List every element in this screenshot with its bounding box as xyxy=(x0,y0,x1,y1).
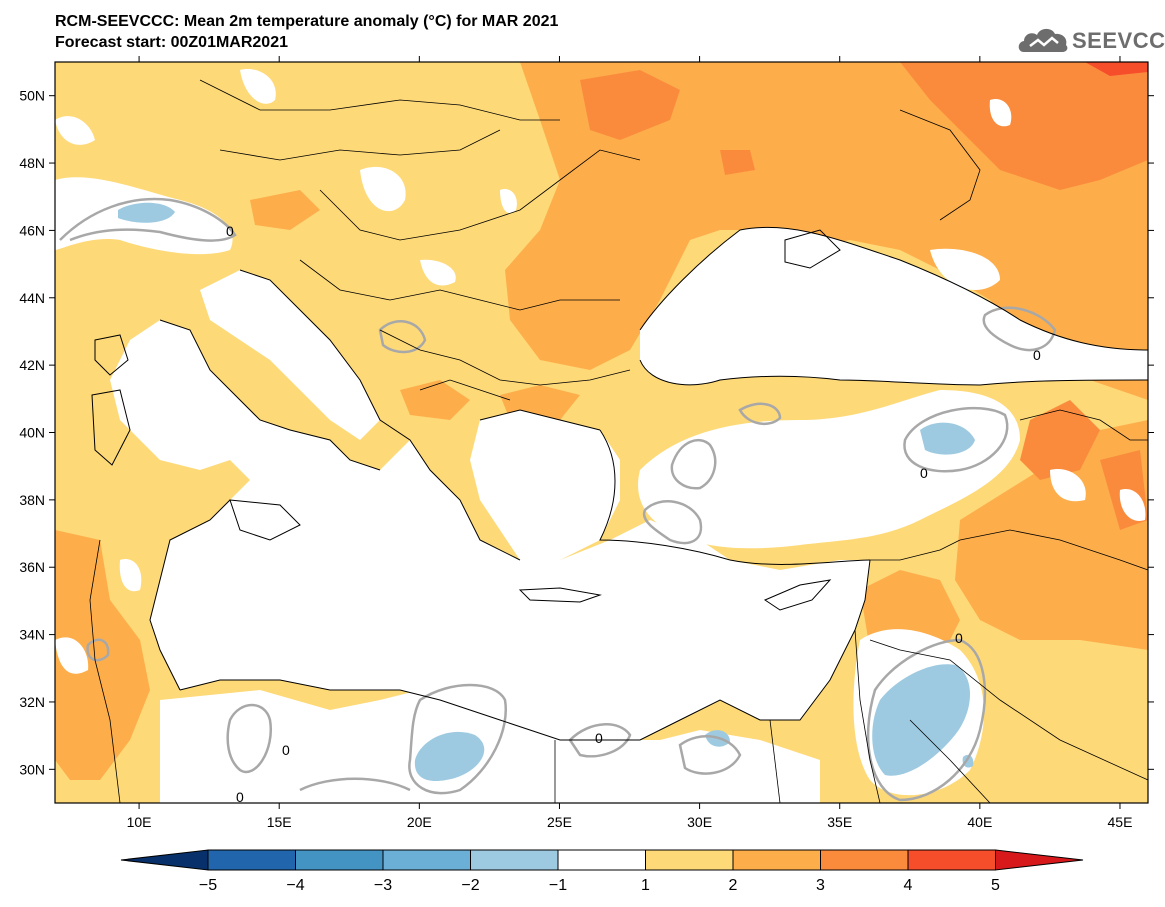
colorbar-label: 3 xyxy=(816,877,825,894)
colorbar-label: 5 xyxy=(991,877,1000,894)
colorbar-segment xyxy=(382,849,471,871)
latitude-axis: 30N 32N 34N 36N 38N 40N 42N 44N 46N 48N 50N xyxy=(19,88,1154,777)
cloud-icon xyxy=(1018,28,1068,52)
sea-and-near-zero-anomaly xyxy=(55,69,1148,803)
lon-tick-label: 35E xyxy=(827,814,852,830)
colorbar-arrow-low xyxy=(120,849,209,871)
colorbar-label: 4 xyxy=(904,877,913,894)
logo-text: SEEVCCC xyxy=(1072,28,1165,53)
forecast-start-label: Forecast start: 00Z01MAR2021 xyxy=(55,34,288,51)
contour-label: 0 xyxy=(955,630,963,646)
lat-tick-label: 48N xyxy=(19,155,45,171)
longitude-axis: 10E 15E 20E 25E 30E 35E 40E 45E xyxy=(127,56,1133,830)
lat-tick-label: 46N xyxy=(19,222,45,238)
lon-tick-label: 45E xyxy=(1108,814,1133,830)
map-plot-area: 0 0 0 0 0 0 0 xyxy=(55,62,1148,805)
lat-tick-label: 50N xyxy=(19,88,45,104)
zero-anomaly-contours xyxy=(59,197,1057,802)
colorbar-segment xyxy=(295,849,384,871)
lat-tick-label: 32N xyxy=(19,694,45,710)
lat-tick-label: 38N xyxy=(19,492,45,508)
lat-tick-label: 44N xyxy=(19,290,45,306)
contour-label: 0 xyxy=(236,789,244,805)
contour-label: 0 xyxy=(920,465,928,481)
contour-label: 0 xyxy=(282,742,290,758)
lon-tick-label: 20E xyxy=(407,814,432,830)
coastlines xyxy=(91,226,1148,741)
contour-label: 0 xyxy=(595,730,603,746)
colorbar-arrow-high xyxy=(995,849,1084,871)
colorbar-segment xyxy=(207,849,296,871)
colorbar: −5 −4 −3 −2 −1 1 2 3 4 5 xyxy=(120,849,1084,894)
colorbar-segment xyxy=(557,849,646,871)
contour-label: 0 xyxy=(1033,347,1041,363)
colorbar-segment xyxy=(820,849,909,871)
anomaly-band-4-5 xyxy=(1085,62,1148,76)
lat-tick-label: 34N xyxy=(19,627,45,643)
colorbar-label: −3 xyxy=(374,877,392,894)
colorbar-segment xyxy=(907,849,996,871)
country-borders xyxy=(89,79,1148,803)
lat-tick-label: 30N xyxy=(19,761,45,777)
lat-tick-label: 36N xyxy=(19,559,45,575)
lon-tick-label: 15E xyxy=(267,814,292,830)
colorbar-segment xyxy=(645,849,734,871)
colorbar-label: −1 xyxy=(549,877,567,894)
map-title: RCM-SEEVCCC: Mean 2m temperature anomaly… xyxy=(55,13,559,30)
lon-tick-label: 25E xyxy=(547,814,572,830)
colorbar-segment xyxy=(732,849,821,871)
colorbar-label: 1 xyxy=(641,877,650,894)
lat-tick-label: 42N xyxy=(19,357,45,373)
lon-tick-label: 30E xyxy=(687,814,712,830)
colorbar-label: 2 xyxy=(729,877,738,894)
seevccc-logo: SEEVCCC xyxy=(1016,22,1165,56)
lon-tick-label: 10E xyxy=(127,814,152,830)
colorbar-label: −2 xyxy=(461,877,479,894)
contour-labels: 0 0 0 0 0 0 0 xyxy=(226,223,1041,805)
lon-tick-label: 40E xyxy=(967,814,992,830)
contour-label: 0 xyxy=(226,223,234,239)
colorbar-label: −4 xyxy=(286,877,304,894)
lat-tick-label: 40N xyxy=(19,425,45,441)
colorbar-segment xyxy=(470,849,559,871)
colorbar-label: −5 xyxy=(199,877,217,894)
